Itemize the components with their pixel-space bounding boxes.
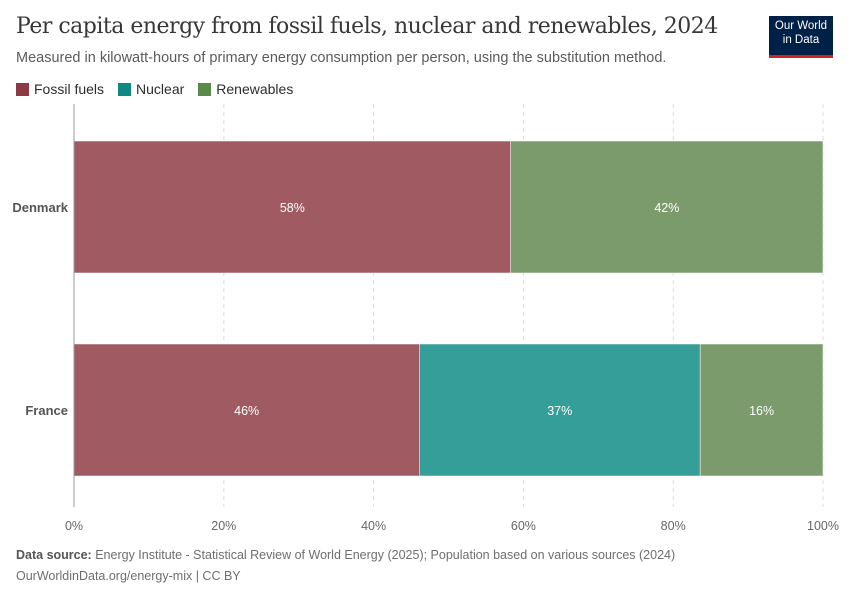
legend-swatch	[118, 82, 132, 96]
legend-label: Nuclear	[136, 81, 185, 97]
legend-swatch	[198, 82, 212, 96]
data-label: 37%	[547, 404, 572, 418]
bar-segment	[510, 140, 824, 274]
bar-segment	[73, 140, 511, 274]
x-tick-label: 100%	[807, 519, 839, 533]
chart-subtitle: Measured in kilowatt-hours of primary en…	[16, 50, 667, 66]
bar-segment	[419, 343, 701, 477]
legend-item-renewables[interactable]: Renewables	[198, 81, 293, 97]
x-tick-label: 80%	[661, 519, 686, 533]
owid-logo[interactable]: Our World in Data	[769, 16, 833, 58]
legend-item-fossil[interactable]: Fossil fuels	[16, 81, 104, 97]
x-tick-label: 60%	[511, 519, 536, 533]
legend-label: Renewables	[216, 81, 294, 97]
chart-title: Per capita energy from fossil fuels, nuc…	[16, 14, 718, 39]
legend-item-nuclear[interactable]: Nuclear	[118, 81, 184, 97]
data-label: 16%	[749, 404, 774, 418]
footer-url[interactable]: OurWorldinData.org/energy-mix | CC BY	[16, 569, 241, 583]
legend: Fossil fuels Nuclear Renewables	[16, 81, 293, 97]
legend-label: Fossil fuels	[34, 81, 105, 97]
source-label: Data source:	[16, 548, 92, 562]
x-tick-label: 20%	[211, 519, 236, 533]
bar-segment	[699, 343, 824, 477]
data-label: 46%	[234, 404, 259, 418]
data-label: 58%	[280, 201, 305, 215]
legend-swatch	[16, 82, 29, 96]
bar-segment	[73, 343, 420, 477]
category-label: Denmark	[12, 200, 68, 215]
data-source: Data source: Energy Institute - Statisti…	[16, 548, 675, 562]
data-label: 42%	[654, 201, 679, 215]
x-tick-label: 0%	[65, 519, 83, 533]
source-text: Energy Institute - Statistical Review of…	[95, 548, 676, 562]
category-label: France	[25, 403, 68, 418]
x-tick-label: 40%	[361, 519, 386, 533]
